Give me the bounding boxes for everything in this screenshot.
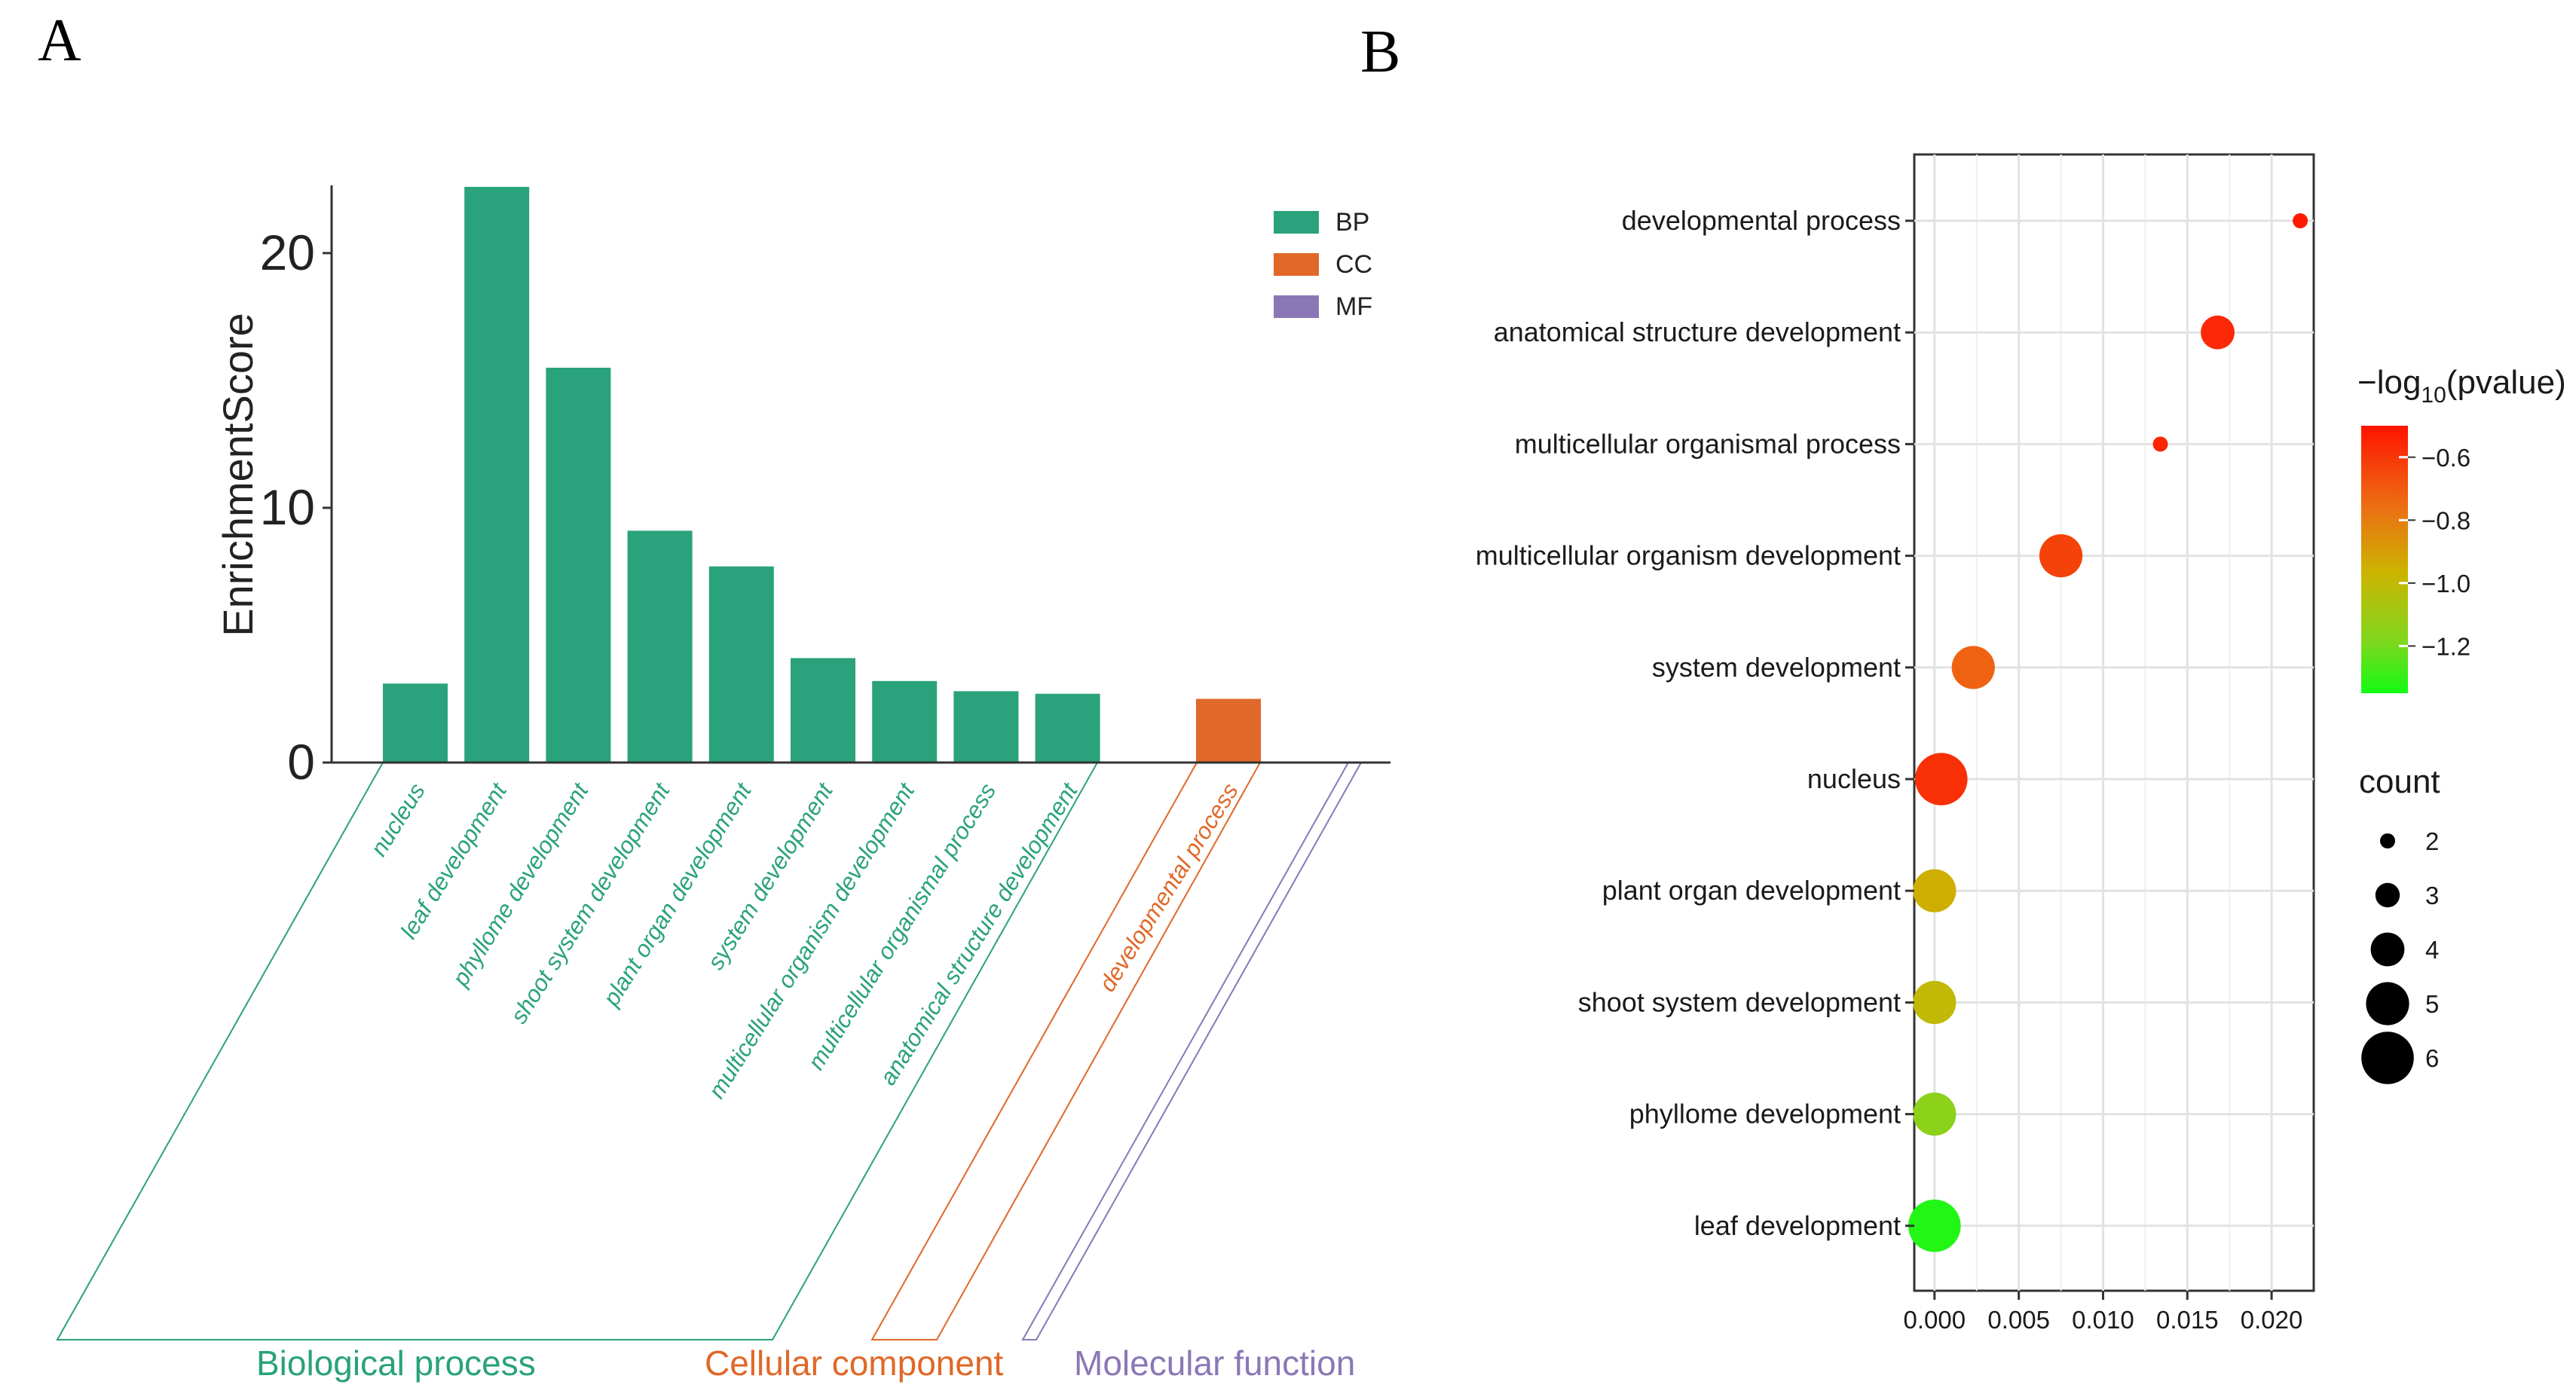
- y-tick-label: multicellular organism development: [1476, 540, 1901, 571]
- y-tick-label: 0: [287, 734, 315, 790]
- size-legend-label: 4: [2425, 936, 2439, 964]
- bar-phyllome-development: [546, 368, 611, 763]
- color-tick-label: −0.6: [2422, 444, 2470, 472]
- legend-swatch-mf: [1274, 295, 1319, 318]
- x-tick-label: 0.000: [1904, 1306, 1966, 1334]
- size-legend-label: 3: [2425, 882, 2439, 909]
- point-multicellular-organismal-process: [2152, 436, 2168, 452]
- point-nucleus: [1914, 753, 1968, 805]
- legend-swatch-bp: [1274, 211, 1319, 234]
- x-ticks: 0.000 0.005 0.010 0.015 0.020: [1904, 1291, 2303, 1334]
- bar-multicellular-organismal-process: [953, 691, 1019, 763]
- size-legend-dot: [2375, 882, 2400, 908]
- color-legend: −log10(pvalue) −0.6 −0.8 −1.0 −1.2: [2357, 364, 2566, 693]
- bar-leaf-development: [464, 187, 530, 763]
- category-label: phyllome development: [447, 778, 594, 992]
- color-tick-label: −1.0: [2422, 570, 2470, 598]
- y-tick-label: nucleus: [1807, 763, 1901, 794]
- legend-swatch-cc: [1274, 253, 1319, 276]
- size-legend-dot: [2361, 1032, 2414, 1084]
- legend-label-mf: MF: [1335, 292, 1372, 321]
- y-axis-title: EnrichmentScore: [214, 313, 262, 637]
- legend-label-cc: CC: [1335, 250, 1372, 279]
- color-bar: [2361, 426, 2408, 693]
- category-label: plant organ development: [598, 778, 757, 1011]
- bar-multicellular-organism-development: [872, 680, 938, 763]
- point-leaf-development: [1908, 1200, 1961, 1252]
- legend: BP CC MF: [1274, 208, 1372, 321]
- y-tick-label: system development: [1652, 652, 1901, 683]
- point-developmental-process: [2293, 213, 2308, 228]
- bar-anatomical-structure-development: [1035, 693, 1100, 763]
- category-label: nucleus: [366, 778, 430, 860]
- x-tick-label: 0.005: [1987, 1306, 2050, 1334]
- y-tick-label: multicellular organismal process: [1515, 428, 1901, 459]
- x-tick-label: 0.010: [2072, 1306, 2134, 1334]
- bars: [383, 187, 1261, 763]
- y-tick-label: leaf development: [1694, 1210, 1901, 1241]
- panel-b-dot-plot: developmental process anatomical structur…: [1476, 153, 2566, 1334]
- bar-developmental-process: [1196, 698, 1261, 763]
- x-tick-label: 0.020: [2241, 1306, 2303, 1334]
- y-ticks: 0 10 20: [260, 225, 332, 790]
- color-legend-title: −log10(pvalue): [2357, 364, 2566, 408]
- point-anatomical-structure-development: [2201, 315, 2235, 350]
- color-legend-title-sub: 10: [2421, 383, 2446, 408]
- bar-nucleus: [383, 683, 448, 763]
- bar-shoot-system-development: [627, 530, 693, 763]
- size-legend-label: 6: [2425, 1044, 2439, 1072]
- size-legend-label: 2: [2425, 827, 2439, 855]
- point-system-development: [1951, 646, 1995, 689]
- y-tick-label: developmental process: [1622, 205, 1901, 236]
- group-label-mf: Molecular function: [1074, 1343, 1355, 1383]
- gridlines: [1914, 154, 2314, 1291]
- size-legend-dot: [2380, 833, 2395, 848]
- y-tick-label: anatomical structure development: [1494, 316, 1901, 347]
- size-legend-dot: [2370, 932, 2405, 967]
- group-label-bp: Biological process: [256, 1343, 536, 1383]
- panel-letter-a: A: [38, 8, 81, 74]
- size-legend: count 2 3 4 5 6: [2359, 763, 2440, 1084]
- size-legend-label: 5: [2425, 990, 2439, 1018]
- y-tick-label: shoot system development: [1578, 986, 1901, 1017]
- size-legend-title: count: [2359, 763, 2440, 800]
- group-label-cc: Cellular component: [705, 1343, 1004, 1383]
- color-legend-title-tail: (pvalue): [2446, 364, 2566, 401]
- category-label: shoot system development: [505, 778, 675, 1028]
- y-tick-label: 20: [260, 225, 315, 280]
- color-tick-label: −1.2: [2422, 632, 2470, 660]
- point-phyllome-development: [1913, 1093, 1956, 1136]
- bar-system-development: [791, 658, 855, 763]
- size-legend-dot: [2366, 982, 2409, 1026]
- y-tick-label: plant organ development: [1602, 875, 1901, 906]
- y-tick-label: 10: [260, 479, 315, 535]
- point-multicellular-organism-development: [2039, 534, 2083, 578]
- panel-letter-b: B: [1360, 19, 1400, 85]
- color-tick-label: −0.8: [2422, 506, 2470, 534]
- y-ticks: developmental process anatomical structur…: [1476, 205, 1914, 1241]
- plot-panel: [1913, 153, 2315, 1292]
- color-legend-title-main: −log: [2357, 364, 2421, 401]
- x-tick-label: 0.015: [2156, 1306, 2219, 1334]
- panel-a-bar-chart: 0 10 20 EnrichmentScore BP CC MF nucleusleaf…: [56, 185, 1390, 1383]
- points: [1908, 213, 2308, 1252]
- legend-label-bp: BP: [1335, 208, 1369, 237]
- bar-plant-organ-development: [708, 566, 774, 763]
- point-shoot-system-development: [1913, 980, 1956, 1024]
- point-plant-organ-development: [1913, 869, 1956, 912]
- y-tick-label: phyllome development: [1629, 1099, 1901, 1129]
- group-labels: Biological process Cellular component Mole…: [256, 1343, 1355, 1383]
